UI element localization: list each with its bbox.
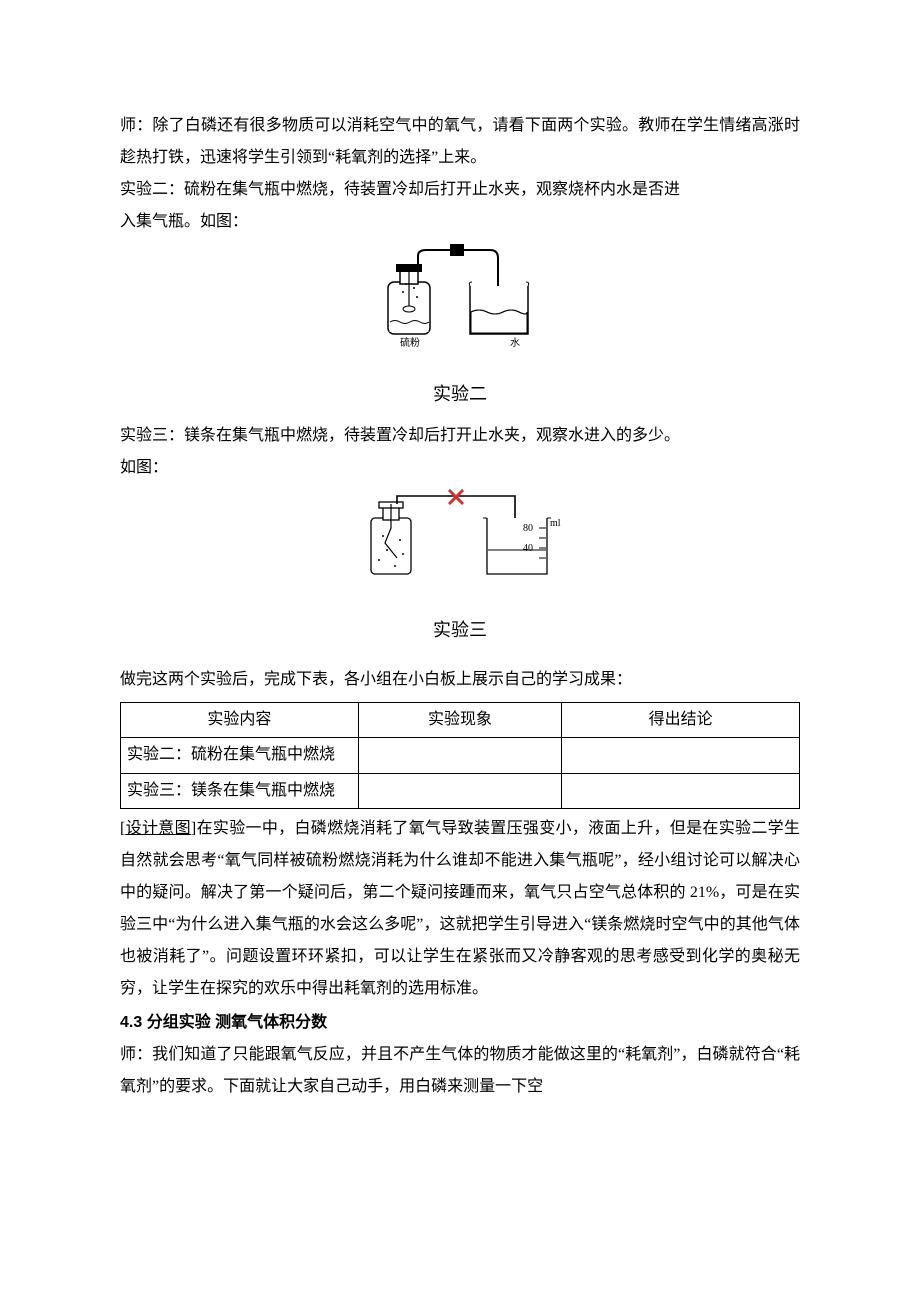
experiment-two-diagram: 硫粉 水: [370, 242, 550, 362]
table-row: 实验三：镁条在集气瓶中燃烧: [121, 773, 800, 808]
figure-exp2-caption: 实验二: [120, 376, 800, 412]
design-intent-body: ]在实验一中，白磷燃烧消耗了氧气导致装置压强变小，液面上升，但是在实验二学生自然…: [120, 820, 800, 997]
paragraph-group-exp: 师：我们知道了只能跟氧气反应，并且不产生气体的物质才能做这里的“耗氧剂”，白磷就…: [120, 1039, 800, 1103]
table-cell: 实验三：镁条在集气瓶中燃烧: [121, 773, 359, 808]
paragraph-exp2b: 入集气瓶。如图：: [120, 206, 800, 238]
figure-exp2: 硫粉 水 实验二: [120, 242, 800, 412]
table-header: 实验内容: [121, 703, 359, 738]
label-water: 水: [510, 337, 520, 349]
table-cell: [562, 773, 800, 808]
document-page: 师：除了白磷还有很多物质可以消耗空气中的氧气，请看下面两个实验。教师在学生情绪高…: [0, 0, 920, 1163]
table-header: 得出结论: [562, 703, 800, 738]
experiment-three-diagram: 80 40 ml: [355, 488, 565, 598]
table-cell: [562, 738, 800, 773]
table-row: 实验二：硫粉在集气瓶中燃烧: [121, 738, 800, 773]
figure-exp3-caption: 实验三: [120, 612, 800, 648]
heading-4-3: 4.3 分组实验 测氧气体积分数: [120, 1007, 800, 1039]
design-intent-label: 设计意图: [125, 820, 191, 837]
table-cell: [358, 773, 562, 808]
table-cell: 实验二：硫粉在集气瓶中燃烧: [121, 738, 359, 773]
paragraph-exp2a: 实验二：硫粉在集气瓶中燃烧，待装置冷却后打开止水夹，观察烧杯内水是否进: [120, 174, 800, 206]
paragraph-exp3: 实验三：镁条在集气瓶中燃烧，待装置冷却后打开止水夹，观察水进入的多少。: [120, 420, 800, 452]
paragraph-table-intro: 做完这两个实验后，完成下表，各小组在小白板上展示自己的学习成果：: [120, 664, 800, 696]
beaker-mark-40: 40: [523, 543, 533, 554]
beaker-mark-80: 80: [523, 523, 533, 534]
table-header-row: 实验内容 实验现象 得出结论: [121, 703, 800, 738]
table-header: 实验现象: [358, 703, 562, 738]
paragraph-intro: 师：除了白磷还有很多物质可以消耗空气中的氧气，请看下面两个实验。教师在学生情绪高…: [120, 110, 800, 174]
paragraph-exp3b: 如图：: [120, 452, 800, 484]
experiment-table: 实验内容 实验现象 得出结论 实验二：硫粉在集气瓶中燃烧 实验三：镁条在集气瓶中…: [120, 702, 800, 809]
table-cell: [358, 738, 562, 773]
figure-exp3: 80 40 ml 实验三: [120, 488, 800, 648]
label-sulfur: 硫粉: [400, 336, 420, 349]
beaker-unit: ml: [550, 518, 561, 529]
paragraph-design-intent: [设计意图]在实验一中，白磷燃烧消耗了氧气导致装置压强变小，液面上升，但是在实验…: [120, 813, 800, 1005]
